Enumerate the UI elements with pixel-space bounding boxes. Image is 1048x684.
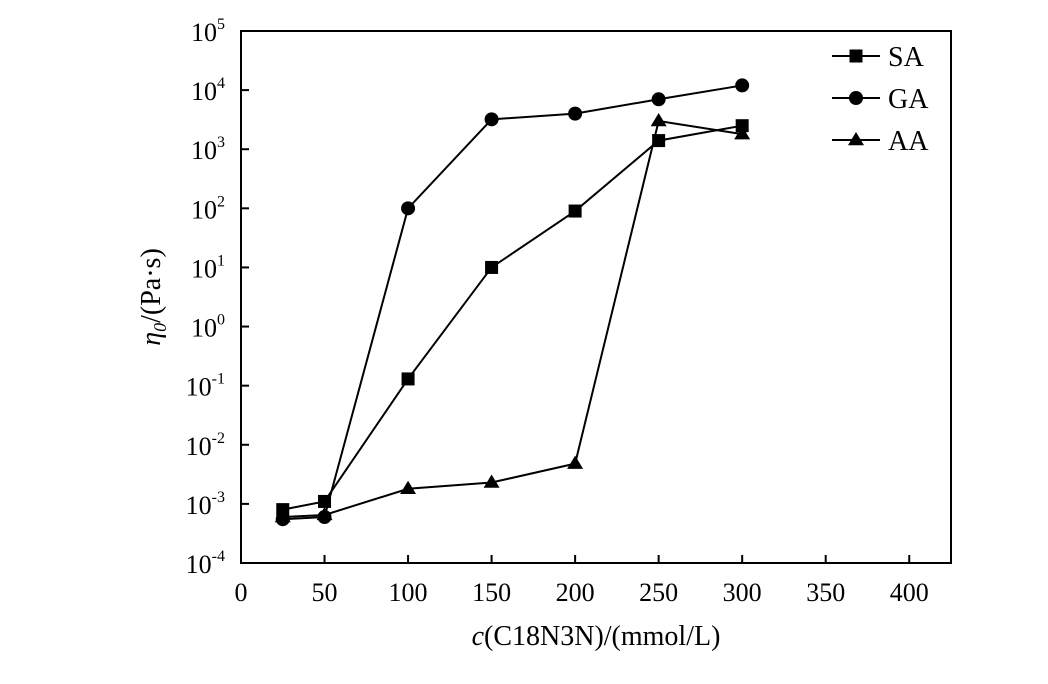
legend-entry-sa: SA — [832, 42, 925, 73]
data-point-aa — [316, 506, 333, 521]
series-ga — [275, 78, 750, 527]
y-tick-label: 105 — [191, 16, 225, 47]
plot-frame — [240, 30, 952, 564]
data-point-aa — [650, 113, 667, 127]
data-point-aa — [274, 509, 291, 523]
data-point-sa — [401, 372, 415, 386]
series-sa — [276, 119, 749, 517]
data-point-sa — [735, 119, 749, 133]
legend-entry-aa: AA — [832, 126, 929, 157]
x-tick-label: 400 — [890, 578, 929, 607]
plot-axes: 0 50 100 150 200 250 300 350 400 10-4 10-3 10-2 10-1… — [186, 16, 952, 607]
legend-marker-ga — [849, 91, 863, 105]
series-aa — [274, 113, 751, 523]
legend-label-ga: GA — [888, 84, 929, 115]
y-tick-label: 101 — [191, 252, 225, 283]
data-point-sa — [568, 204, 582, 218]
y-tick-label: 102 — [191, 193, 225, 224]
x-tick-label: 250 — [639, 578, 678, 607]
x-tick-label: 150 — [472, 578, 511, 607]
x-tick-label: 300 — [723, 578, 762, 607]
data-point-ga — [651, 92, 666, 107]
y-tick-label: 10-2 — [186, 430, 225, 461]
x-tick-label: 100 — [389, 578, 428, 607]
legend-label-sa: SA — [888, 42, 925, 73]
series-line-ga — [282, 84, 743, 521]
y-tick-label: 103 — [191, 134, 225, 165]
legend-marker-aa — [848, 132, 864, 146]
y-axis-title: η0/(Pa·s) — [136, 248, 170, 346]
legend-entry-ga: GA — [832, 84, 929, 115]
y-tick-label: 100 — [191, 312, 225, 343]
data-point-ga — [568, 106, 583, 121]
data-point-aa — [734, 126, 751, 140]
legend-label-aa: AA — [888, 126, 929, 157]
y-tick-label: 10-3 — [186, 489, 225, 520]
data-point-aa — [400, 480, 417, 494]
x-axis-title: c(C18N3N)/(mmol/L) — [472, 621, 721, 652]
data-point-sa — [485, 260, 499, 274]
series-line-sa — [282, 124, 743, 511]
data-point-aa — [567, 455, 584, 469]
x-tick-label: 50 — [312, 578, 338, 607]
data-point-aa — [483, 474, 500, 488]
data-point-ga — [401, 201, 416, 216]
x-tick-label: 0 — [235, 578, 248, 607]
series-line-aa — [282, 119, 743, 519]
x-tick-label: 350 — [806, 578, 845, 607]
legend-marker-sa — [849, 49, 863, 63]
data-point-ga — [484, 112, 499, 127]
y-tick-label: 10-1 — [186, 371, 225, 402]
legend: SA GA AA — [832, 42, 929, 157]
x-tick-label: 200 — [556, 578, 595, 607]
y-tick-label: 10-4 — [186, 548, 225, 579]
series-layer — [274, 78, 751, 527]
y-tick-label: 104 — [191, 75, 225, 106]
data-point-ga — [735, 78, 750, 93]
